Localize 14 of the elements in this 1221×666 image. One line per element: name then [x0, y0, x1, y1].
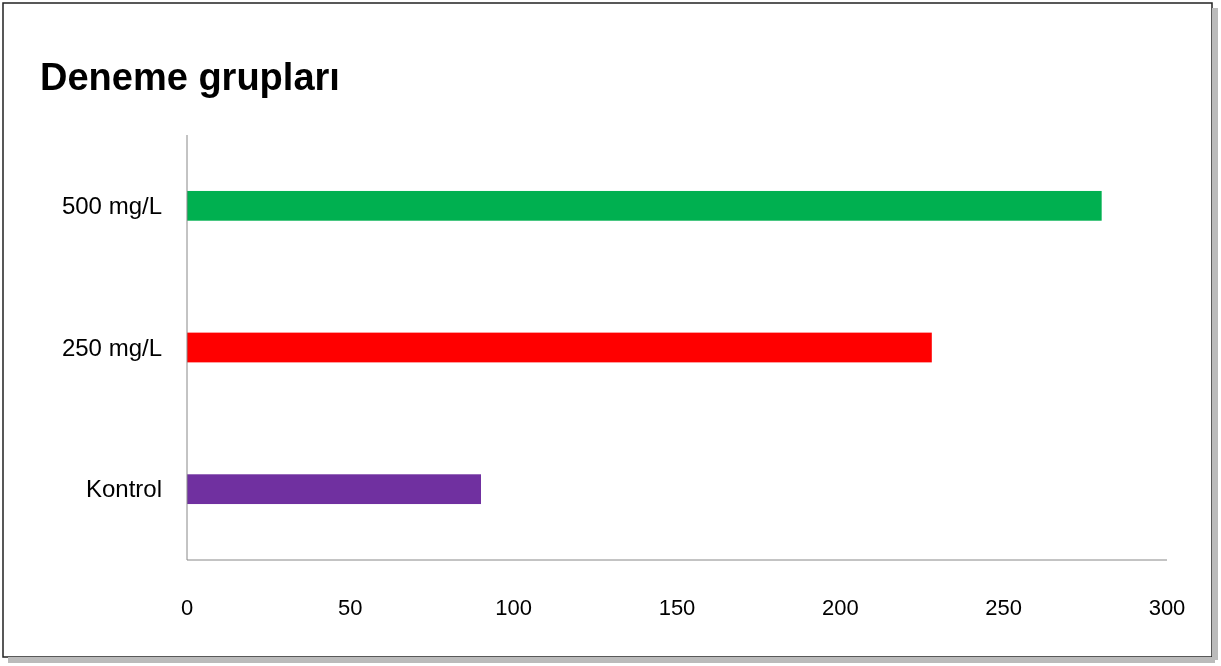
y-tick-label: Kontrol: [85, 475, 162, 503]
x-tick-label: 50: [338, 595, 363, 620]
x-tick-label: 0: [180, 595, 194, 620]
chart-title: Deneme grupları: [40, 56, 340, 98]
bar: [187, 190, 1102, 221]
x-tick-label: 300: [1148, 595, 1186, 620]
x-tick-label: 100: [495, 595, 533, 620]
bar: [187, 332, 932, 363]
x-tick-label: 150: [658, 595, 696, 620]
y-tick-label: 250 mg/L: [61, 333, 162, 361]
x-tick-label: 250: [985, 595, 1023, 620]
x-tick-label: 200: [821, 595, 859, 620]
y-tick-label: 500 mg/L: [61, 191, 162, 219]
bar: [187, 474, 481, 505]
